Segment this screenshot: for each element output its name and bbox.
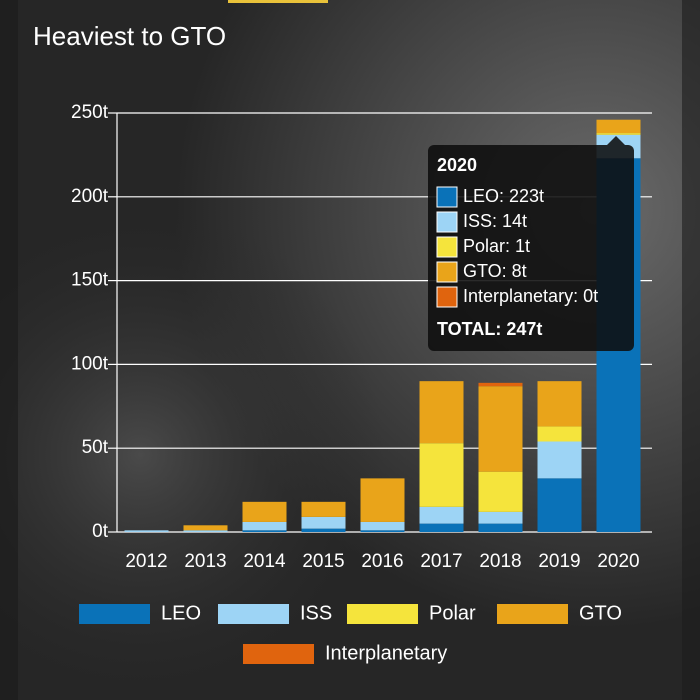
bar-segment bbox=[419, 381, 464, 444]
x-tick-label: 2016 bbox=[361, 551, 403, 572]
tooltip-pointer bbox=[607, 136, 625, 145]
y-tick-label: 200t bbox=[71, 186, 109, 207]
legend-swatch bbox=[497, 604, 568, 624]
tooltip-swatch bbox=[436, 286, 458, 308]
bar-segment bbox=[360, 530, 405, 532]
chart-title: Heaviest to GTO bbox=[33, 21, 226, 51]
bar-segment bbox=[419, 523, 464, 532]
bar-segment bbox=[478, 511, 523, 524]
y-tick-label: 250t bbox=[71, 102, 109, 123]
side-shade bbox=[682, 0, 700, 700]
legend-label: Interplanetary bbox=[325, 642, 447, 664]
tooltip-swatch bbox=[436, 236, 458, 258]
tooltip-item: Polar: 1t bbox=[463, 236, 530, 256]
x-tick-label: 2017 bbox=[420, 551, 462, 572]
x-tick-label: 2013 bbox=[184, 551, 226, 572]
bar-segment bbox=[596, 133, 641, 135]
bar-segment bbox=[360, 478, 405, 522]
legend-label: GTO bbox=[579, 602, 622, 624]
x-tick-label: 2014 bbox=[243, 551, 286, 572]
bar-segment bbox=[537, 426, 582, 442]
bar-segment bbox=[301, 501, 346, 517]
bar-segment bbox=[478, 523, 523, 532]
bar-segment bbox=[419, 443, 464, 507]
y-tick-label: 150t bbox=[71, 270, 109, 291]
y-tick-label: 0t bbox=[92, 521, 109, 542]
legend-swatch bbox=[243, 644, 314, 664]
legend-swatch bbox=[218, 604, 289, 624]
bar-segment bbox=[183, 530, 228, 532]
bar-segment bbox=[478, 382, 523, 387]
legend: LEO ISS Polar GTO Interplanetary bbox=[79, 602, 622, 664]
y-tick-label: 50t bbox=[82, 437, 109, 458]
x-tick-label: 2015 bbox=[302, 551, 344, 572]
bar-segment bbox=[183, 525, 228, 531]
bar-segment bbox=[242, 501, 287, 522]
bar-segment bbox=[537, 381, 582, 427]
tooltip-swatch bbox=[436, 211, 458, 233]
y-tick-label: 100t bbox=[71, 353, 109, 374]
bar-segment bbox=[596, 119, 641, 134]
x-tick-label: 2012 bbox=[125, 551, 167, 572]
legend-label: LEO bbox=[161, 602, 201, 624]
x-tick-label: 2019 bbox=[538, 551, 580, 572]
x-tick-label: 2018 bbox=[479, 551, 521, 572]
side-shade bbox=[0, 0, 18, 700]
bar-segment bbox=[537, 478, 582, 532]
bar-segment bbox=[301, 516, 346, 529]
bar-segment bbox=[419, 506, 464, 524]
tooltip: 2020 LEO: 223t ISS: 14t Polar: 1t GTO: 8t Int… bbox=[428, 136, 634, 351]
legend-swatch bbox=[79, 604, 150, 624]
tooltip-item: GTO: 8t bbox=[463, 261, 527, 281]
bar-segment bbox=[478, 471, 523, 512]
legend-label: ISS bbox=[300, 602, 332, 624]
bar-segment bbox=[242, 521, 287, 531]
tooltip-item: LEO: 223t bbox=[463, 186, 544, 206]
bar-segment bbox=[124, 530, 169, 532]
x-tick-label: 2020 bbox=[597, 551, 639, 572]
tooltip-box bbox=[428, 145, 634, 351]
bar-segment bbox=[537, 441, 582, 479]
bar-segment bbox=[242, 530, 287, 532]
tooltip-swatch bbox=[436, 261, 458, 283]
tab-indicator bbox=[228, 0, 328, 3]
bar-segment bbox=[360, 521, 405, 531]
bar-segment bbox=[478, 386, 523, 472]
tooltip-item: Interplanetary: 0t bbox=[463, 286, 598, 306]
tooltip-swatch bbox=[436, 186, 458, 208]
legend-label: Polar bbox=[429, 602, 476, 624]
bar-segment bbox=[301, 528, 346, 532]
legend-swatch bbox=[347, 604, 418, 624]
plot-area: 0t 50t 100t 150t 200t 250t 2012 2013 2014 2015 201… bbox=[71, 102, 652, 572]
tooltip-item: ISS: 14t bbox=[463, 211, 527, 231]
tooltip-total: TOTAL: 247t bbox=[437, 319, 542, 339]
tooltip-title: 2020 bbox=[437, 155, 477, 175]
